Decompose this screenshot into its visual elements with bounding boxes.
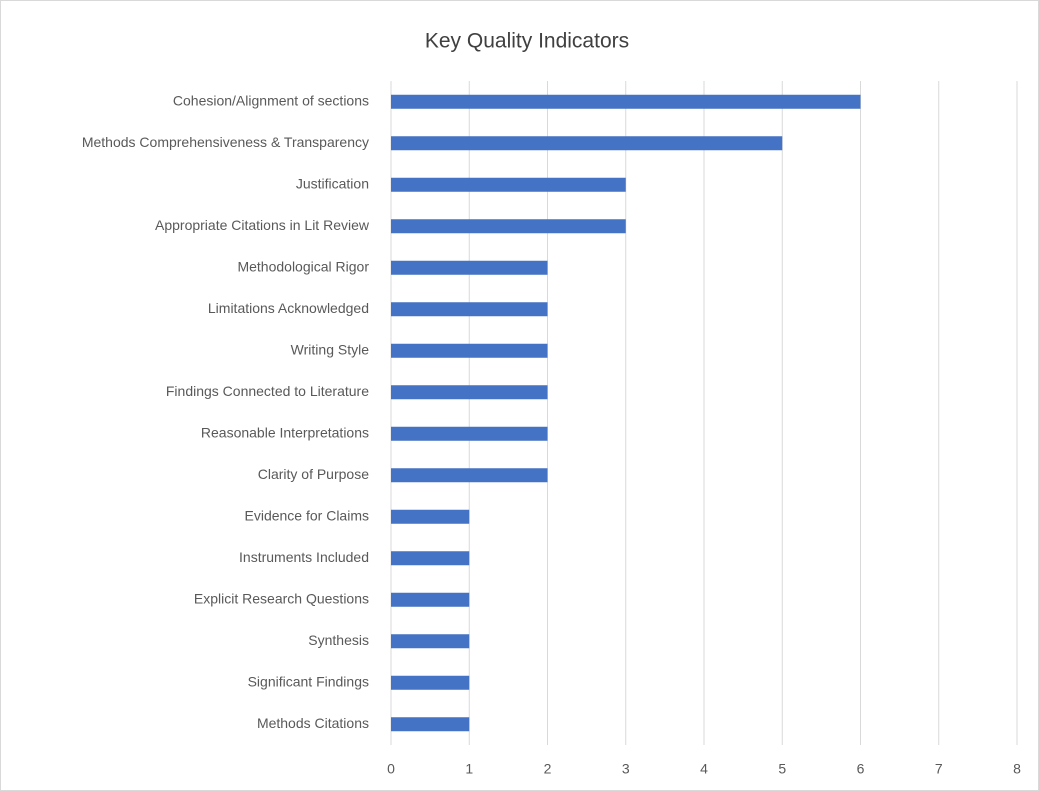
y-tick-label: Justification xyxy=(296,175,369,191)
y-tick-label: Evidence for Claims xyxy=(245,507,370,523)
x-tick-label: 2 xyxy=(544,761,552,777)
y-tick-label: Methods Comprehensiveness & Transparency xyxy=(82,134,369,150)
y-tick-label: Methods Citations xyxy=(257,715,369,731)
bar xyxy=(391,551,470,566)
y-tick-label: Writing Style xyxy=(291,341,370,357)
bar xyxy=(391,343,548,358)
y-tick-label: Cohesion/Alignment of sections xyxy=(173,92,369,108)
x-tick-label: 7 xyxy=(935,761,943,777)
y-tick-label: Synthesis xyxy=(308,632,369,648)
y-tick-label: Limitations Acknowledged xyxy=(208,300,369,316)
bar xyxy=(391,509,470,524)
bar xyxy=(391,468,548,483)
y-tick-label: Methodological Rigor xyxy=(237,258,369,274)
y-tick-label: Instruments Included xyxy=(239,549,369,565)
x-tick-label: 3 xyxy=(622,761,630,777)
bar xyxy=(391,426,548,441)
bar xyxy=(391,177,626,192)
y-tick-label: Clarity of Purpose xyxy=(258,466,369,482)
bar xyxy=(391,302,548,317)
chart-title: Key Quality Indicators xyxy=(425,30,629,53)
x-tick-label: 5 xyxy=(778,761,786,777)
x-tick-label: 1 xyxy=(465,761,473,777)
x-tick-label: 6 xyxy=(857,761,865,777)
bar xyxy=(391,260,548,275)
y-tick-label: Appropriate Citations in Lit Review xyxy=(155,217,370,233)
bar xyxy=(391,717,470,732)
y-tick-label: Significant Findings xyxy=(248,673,369,689)
bar xyxy=(391,94,861,109)
y-tick-label: Explicit Research Questions xyxy=(194,590,369,606)
bar xyxy=(391,219,626,234)
x-tick-label: 4 xyxy=(700,761,708,777)
x-tick-label: 8 xyxy=(1013,761,1021,777)
bar xyxy=(391,592,470,607)
bar xyxy=(391,385,548,400)
bar xyxy=(391,634,470,649)
x-tick-label: 0 xyxy=(387,761,395,777)
bar xyxy=(391,675,470,690)
y-tick-label: Findings Connected to Literature xyxy=(166,383,369,399)
bar xyxy=(391,136,783,151)
y-tick-label: Reasonable Interpretations xyxy=(201,424,369,440)
